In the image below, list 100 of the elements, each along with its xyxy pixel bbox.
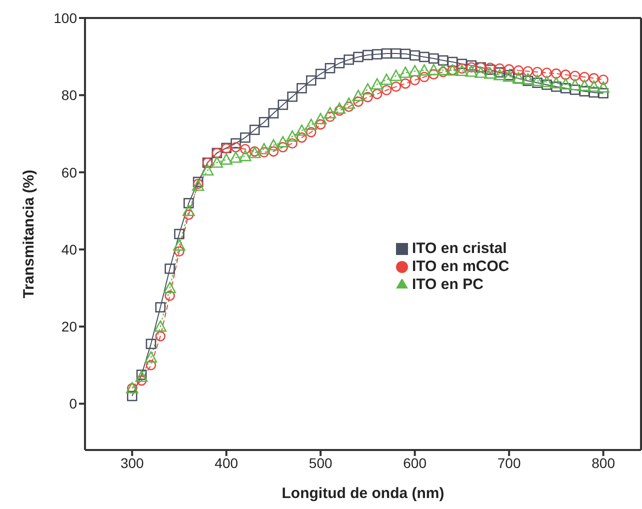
point <box>296 124 308 136</box>
point <box>570 70 580 82</box>
point <box>155 331 166 342</box>
point <box>239 150 252 162</box>
point <box>362 50 373 60</box>
point <box>588 73 600 84</box>
point <box>362 92 373 102</box>
point <box>513 65 524 76</box>
point <box>230 151 242 163</box>
point <box>428 53 439 64</box>
point <box>278 100 288 110</box>
point <box>579 72 590 82</box>
legend-label: ITO en cristal <box>412 240 507 257</box>
point <box>550 77 562 88</box>
point <box>465 65 478 77</box>
point <box>155 302 166 312</box>
y-tick-label: 80 <box>61 87 78 104</box>
point <box>438 66 448 78</box>
point <box>494 63 505 74</box>
point <box>184 210 194 220</box>
point <box>240 144 250 154</box>
point <box>598 74 608 85</box>
point <box>352 90 364 102</box>
point <box>278 142 288 152</box>
point <box>210 156 224 168</box>
point <box>286 130 298 142</box>
point <box>334 105 345 116</box>
point <box>456 58 468 70</box>
point <box>419 72 430 82</box>
point <box>333 102 346 114</box>
x-tick-label: 700 <box>497 454 521 471</box>
point <box>493 68 506 80</box>
point <box>344 54 354 65</box>
point <box>588 80 600 92</box>
point <box>174 246 184 257</box>
point <box>381 48 392 59</box>
point <box>315 68 326 80</box>
point <box>146 338 156 350</box>
x-tick-label: 400 <box>214 454 238 471</box>
point <box>568 78 582 90</box>
x-tick-label: 800 <box>592 454 616 471</box>
point <box>324 112 336 122</box>
point <box>184 198 194 208</box>
point <box>362 83 374 95</box>
point <box>182 204 195 216</box>
point <box>173 239 186 251</box>
point <box>249 124 260 136</box>
point <box>390 82 402 92</box>
point <box>419 52 430 62</box>
x-tick-label: 600 <box>403 454 427 471</box>
point <box>306 127 316 138</box>
legend-label: ITO en PC <box>412 276 484 293</box>
point <box>578 80 591 92</box>
point <box>164 290 175 301</box>
point <box>447 56 458 68</box>
point <box>484 67 496 79</box>
point <box>597 81 610 93</box>
point <box>372 49 382 60</box>
point <box>315 119 326 130</box>
point <box>400 78 411 89</box>
y-tick-label: 100 <box>54 10 78 26</box>
point <box>220 153 233 165</box>
point <box>230 138 241 149</box>
point <box>418 64 430 76</box>
point <box>164 282 176 294</box>
point <box>305 118 318 130</box>
point <box>522 66 534 76</box>
point <box>474 66 487 78</box>
point <box>287 92 298 102</box>
point <box>296 132 307 143</box>
point <box>436 64 450 76</box>
point <box>276 136 290 148</box>
point <box>588 87 600 98</box>
point <box>504 64 514 74</box>
x-axis-title: Longitud de onda (nm) <box>282 485 444 502</box>
point <box>258 116 270 128</box>
point <box>400 48 411 60</box>
y-axis-title: Transmitancia (%) <box>20 170 38 298</box>
point <box>146 360 156 370</box>
point <box>334 58 345 68</box>
point <box>542 68 552 78</box>
point <box>531 74 544 86</box>
point <box>408 65 421 76</box>
point <box>540 76 553 88</box>
point <box>164 264 175 274</box>
x-tick-label: 300 <box>120 454 144 471</box>
point <box>268 108 279 118</box>
point <box>267 139 280 150</box>
point <box>287 138 298 149</box>
point <box>381 84 392 96</box>
point <box>380 74 393 85</box>
y-tick-label: 0 <box>69 396 78 412</box>
y-tick-label: 40 <box>61 241 78 258</box>
point <box>201 164 214 176</box>
point <box>532 66 542 78</box>
point <box>522 76 534 86</box>
point <box>324 107 336 118</box>
point <box>560 70 571 80</box>
point <box>353 96 364 107</box>
point <box>428 69 439 80</box>
